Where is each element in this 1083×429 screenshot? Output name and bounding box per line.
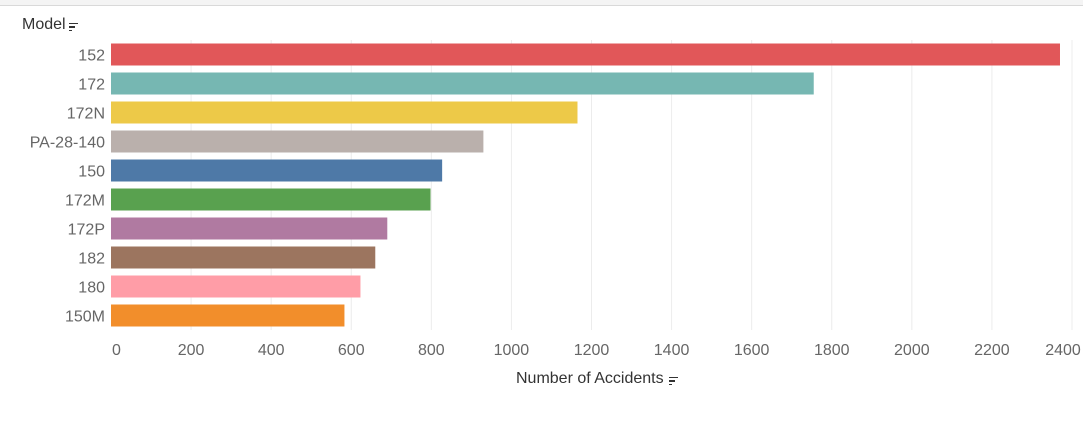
x-tick-label: 2200 (974, 342, 1010, 359)
x-tick-label: 1800 (814, 342, 850, 359)
category-label: 172P (68, 222, 105, 239)
bar-152[interactable] (111, 43, 1060, 66)
model-header-label: Model (22, 16, 66, 33)
category-label: 152 (78, 48, 105, 65)
x-axis-title[interactable]: Number of Accidents (516, 370, 678, 388)
category-label: PA-28-140 (30, 135, 105, 152)
category-label: 172M (65, 193, 105, 210)
bar-182[interactable] (111, 246, 376, 269)
model-header[interactable]: Model (22, 16, 78, 34)
x-axis-title-label: Number of Accidents (516, 370, 664, 387)
category-label: 180 (78, 280, 105, 297)
x-tick-label: 600 (338, 342, 365, 359)
sort-descending-icon[interactable] (668, 376, 678, 386)
category-label: 172 (78, 77, 105, 94)
x-tick-label: 2400 (1045, 342, 1081, 359)
x-tick-label: 0 (112, 342, 121, 359)
category-label: 182 (78, 251, 105, 268)
x-tick-label: 2000 (894, 342, 930, 359)
x-tick-label: 800 (418, 342, 445, 359)
category-labels: 152 172 172N PA-28-140 150 172M 172P 182 180 150M (30, 48, 105, 326)
top-border (0, 0, 1083, 6)
bar-172P[interactable] (111, 217, 388, 240)
x-tick-label: 1000 (494, 342, 530, 359)
bar-172[interactable] (111, 72, 814, 95)
category-label: 150 (78, 164, 105, 181)
x-tick-labels: 0 200 400 600 800 1000 1200 1400 1600 1800 2000 220… (112, 342, 1081, 359)
x-tick-label: 1400 (654, 342, 690, 359)
bars (111, 43, 1060, 327)
category-label: 172N (67, 106, 105, 123)
bar-150[interactable] (111, 159, 443, 182)
bar-PA-28-140[interactable] (111, 130, 484, 153)
x-tick-label: 1600 (734, 342, 770, 359)
bar-180[interactable] (111, 275, 361, 298)
x-tick-label: 1200 (574, 342, 610, 359)
bar-172N[interactable] (111, 101, 578, 124)
sort-descending-icon[interactable] (68, 22, 78, 32)
bar-172M[interactable] (111, 188, 431, 211)
x-tick-label: 400 (258, 342, 285, 359)
x-tick-label: 200 (178, 342, 205, 359)
bar-150M[interactable] (111, 304, 345, 327)
category-label: 150M (65, 309, 105, 326)
